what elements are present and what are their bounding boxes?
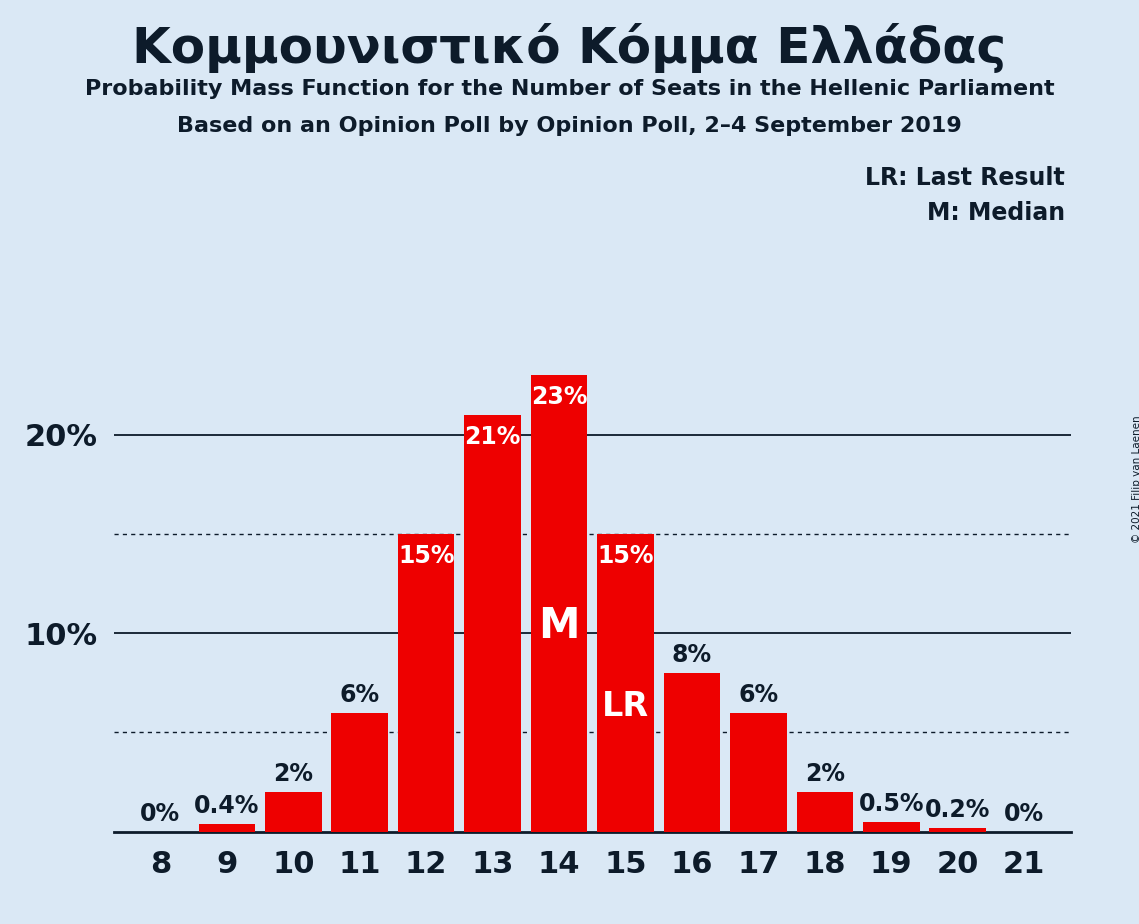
Bar	[796, 792, 853, 832]
Text: © 2021 Filip van Laenen: © 2021 Filip van Laenen	[1132, 416, 1139, 543]
Text: LR: Last Result: LR: Last Result	[866, 166, 1065, 190]
Text: Based on an Opinion Poll by Opinion Poll, 2–4 September 2019: Based on an Opinion Poll by Opinion Poll…	[178, 116, 961, 136]
Bar	[198, 823, 255, 832]
Bar	[465, 415, 521, 832]
Text: 0%: 0%	[1005, 802, 1044, 826]
Text: 15%: 15%	[398, 544, 454, 567]
Bar	[730, 712, 787, 832]
Text: Κομμουνιστικό Κόμμα Ελλάδας: Κομμουνιστικό Κόμμα Ελλάδας	[132, 23, 1007, 73]
Text: 0.5%: 0.5%	[859, 792, 924, 816]
Text: Probability Mass Function for the Number of Seats in the Hellenic Parliament: Probability Mass Function for the Number…	[84, 79, 1055, 99]
Text: 2%: 2%	[805, 762, 845, 786]
Text: M: Median: M: Median	[927, 201, 1065, 225]
Text: M: M	[539, 605, 580, 647]
Text: 0.4%: 0.4%	[194, 794, 260, 818]
Text: 6%: 6%	[339, 683, 379, 707]
Text: 0.2%: 0.2%	[925, 797, 991, 821]
Text: 23%: 23%	[531, 385, 588, 409]
Text: LR: LR	[601, 690, 649, 723]
Text: 2%: 2%	[273, 762, 313, 786]
Text: 0%: 0%	[140, 802, 180, 826]
Bar	[531, 375, 588, 832]
Text: 15%: 15%	[597, 544, 654, 567]
Bar	[398, 534, 454, 832]
Text: 21%: 21%	[465, 425, 521, 449]
Bar	[929, 828, 986, 832]
Bar	[597, 534, 654, 832]
Bar	[331, 712, 388, 832]
Bar	[863, 821, 919, 832]
Bar	[664, 673, 720, 832]
Text: 8%: 8%	[672, 643, 712, 667]
Text: 6%: 6%	[738, 683, 778, 707]
Bar	[265, 792, 321, 832]
